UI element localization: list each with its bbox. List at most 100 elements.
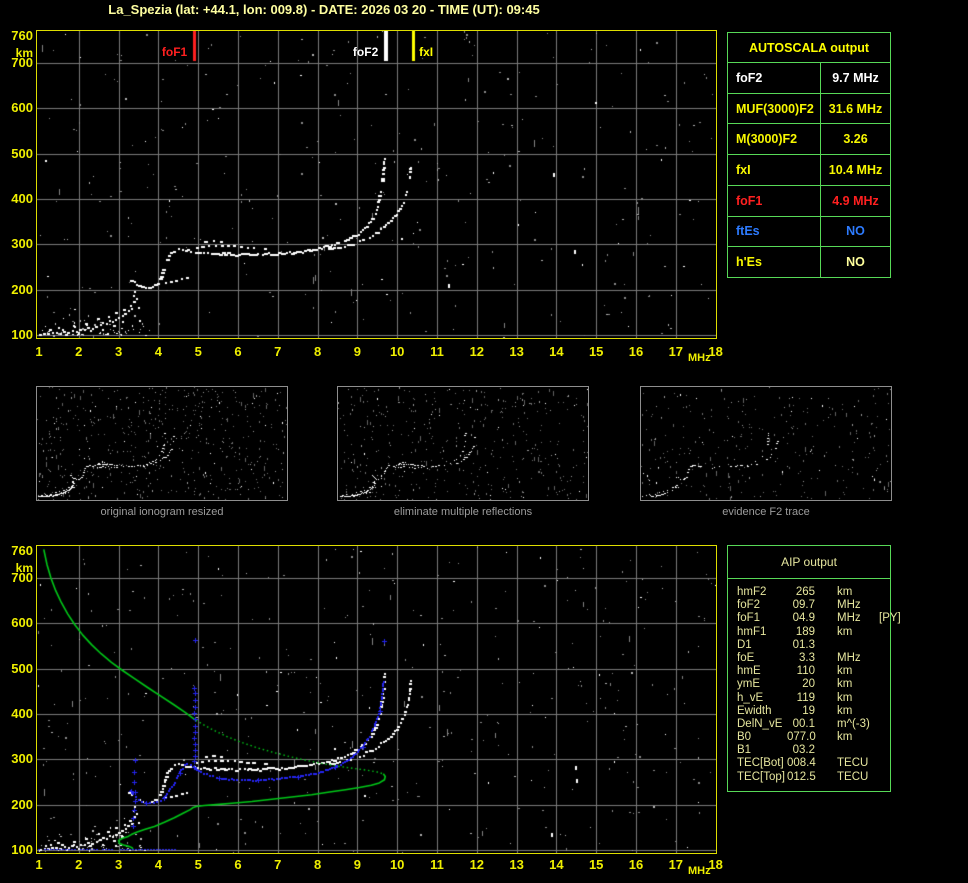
y-axis-unit-label: km <box>15 560 33 575</box>
page-title: La_Spezia (lat: +44.1, lon: 009.8) - DAT… <box>108 2 540 17</box>
x-tick-label: 3 <box>114 344 123 359</box>
x-tick-label: 16 <box>628 857 644 872</box>
y-axis-unit-label: km <box>15 45 33 60</box>
aip-row-value: 110 <box>796 665 815 678</box>
aip-row-note: [PY] <box>879 612 901 625</box>
x-tick-label: 16 <box>628 344 644 359</box>
thumbnail-evidence-canvas <box>641 387 891 500</box>
aip-row: DelN_vE 00.1 m^(-3) <box>737 718 890 731</box>
x-tick-label: 10 <box>389 857 405 872</box>
x-tick-label: 2 <box>75 344 83 359</box>
marker-label-fof2: foF2 <box>352 45 379 59</box>
aip-row-value: 265 <box>795 586 815 598</box>
autoscala-row-label: M(3000)F2 <box>728 124 821 155</box>
aip-row-value: 19 <box>802 704 815 717</box>
y-tick-label: 200 <box>11 796 33 812</box>
aip-row-unit: TECU <box>837 770 869 783</box>
x-tick-label: 6 <box>234 857 242 872</box>
aip-row-unit: km <box>837 665 853 678</box>
y-tick-label: 760 <box>11 27 33 43</box>
aip-row-label: DelN_vE <box>737 717 783 730</box>
autoscala-row-label: foF1 <box>728 185 821 216</box>
x-tick-label: 18 <box>708 857 723 872</box>
autoscala-row: foF1 4.9 MHz <box>728 185 890 217</box>
aip-row-unit: km <box>837 586 853 598</box>
aip-row-unit: km <box>837 731 853 744</box>
autoscala-row-label: foF2 <box>728 63 821 93</box>
aip-row: foF1 04.9 MHz [PY] <box>737 612 901 625</box>
x-tick-label: 15 <box>588 344 604 359</box>
aip-table-header: AIP output <box>728 546 890 579</box>
y-tick-label: 400 <box>11 706 33 721</box>
x-tick-label: 7 <box>274 344 282 359</box>
aip-row-value: 09.7 <box>792 599 815 612</box>
aip-row-label: Ewidth <box>737 704 772 717</box>
y-tick-label: 700 <box>11 55 33 70</box>
aip-row-unit: m^(-3) <box>837 717 870 730</box>
autoscala-row: foF2 9.7 MHz <box>728 63 890 94</box>
aip-row: foE 3.3 MHz <box>737 652 890 665</box>
autoscala-row-label: ftEs <box>728 216 821 247</box>
x-tick-label: 11 <box>430 857 444 872</box>
y-tick-label: 700 <box>11 570 33 585</box>
x-tick-label: 5 <box>194 857 202 872</box>
autoscala-table-header: AUTOSCALA output <box>728 33 890 63</box>
aip-row: B0 077.0 km <box>737 731 890 744</box>
x-axis-unit-label: MHz <box>688 352 711 364</box>
aip-row-unit: MHz <box>837 599 861 612</box>
aip-row-label: h_vE <box>737 691 764 704</box>
autoscala-row: fxI 10.4 MHz <box>728 155 890 186</box>
x-tick-label: 9 <box>353 857 361 872</box>
y-tick-label: 600 <box>11 615 33 631</box>
aip-row-unit <box>837 744 879 757</box>
aip-row-label: hmF1 <box>737 625 767 638</box>
aip-row-label: hmE <box>737 665 761 678</box>
thumbnail-eliminate-reflections <box>337 386 589 501</box>
x-tick-label: 15 <box>588 857 604 872</box>
y-tick-label: 600 <box>11 100 33 116</box>
aip-row: D1 01.3 <box>737 639 890 652</box>
aip-row-unit: km <box>837 678 853 691</box>
aip-row-label: TEC[Top] <box>737 770 785 783</box>
aip-row: h_vE 119 km <box>737 692 890 705</box>
x-tick-label: 14 <box>549 344 564 359</box>
autoscala-row: ftEs NO <box>728 216 890 248</box>
aip-row-label: D1 <box>737 638 752 651</box>
profile-ionogram-canvas <box>37 546 716 853</box>
aip-row-unit: MHz <box>837 651 861 664</box>
thumbnail-original-canvas <box>37 387 287 500</box>
x-tick-label: 8 <box>313 344 322 359</box>
x-tick-label: 8 <box>313 857 322 872</box>
aip-row: ymE 20 km <box>737 678 890 691</box>
x-tick-label: 18 <box>708 344 723 359</box>
autoscala-row-value: 10.4 MHz <box>828 163 883 178</box>
autoscala-row: M(3000)F2 3.26 <box>728 124 890 156</box>
x-tick-label: 6 <box>234 344 242 359</box>
x-tick-label: 10 <box>389 344 405 359</box>
x-tick-label: 17 <box>668 344 684 359</box>
main-ionogram-plot <box>36 30 717 339</box>
x-tick-label: 9 <box>353 344 361 359</box>
aip-row-label: B1 <box>737 744 752 757</box>
thumbnail-evidence-f2 <box>640 386 892 501</box>
aip-row-value: 01.3 <box>792 638 815 651</box>
aip-row-unit: km <box>837 691 853 704</box>
x-tick-label: 3 <box>114 857 123 872</box>
aip-row-unit <box>837 639 879 652</box>
aip-row: hmF1 189 km <box>737 626 890 639</box>
aip-row-unit: km <box>837 625 853 638</box>
y-tick-label: 200 <box>11 281 33 297</box>
marker-label-fof1: foF1 <box>161 45 188 59</box>
autoscala-row-label: h'Es <box>728 247 821 278</box>
aip-row-label: foE <box>737 651 755 664</box>
aip-output-table: AIP output hmF2 265 km foF2 09.7 MHz foF1 04.9 M… <box>727 545 901 792</box>
aip-row-label: hmF2 <box>737 586 767 598</box>
x-axis-unit-label: MHz <box>688 865 711 877</box>
x-tick-label: 17 <box>668 857 684 872</box>
autoscala-row-value: 4.9 MHz <box>832 193 879 208</box>
x-tick-label: 7 <box>274 857 282 872</box>
profile-ionogram-plot <box>36 545 717 854</box>
y-tick-label: 300 <box>11 751 33 767</box>
autoscala-row-value: 3.26 <box>843 132 868 147</box>
